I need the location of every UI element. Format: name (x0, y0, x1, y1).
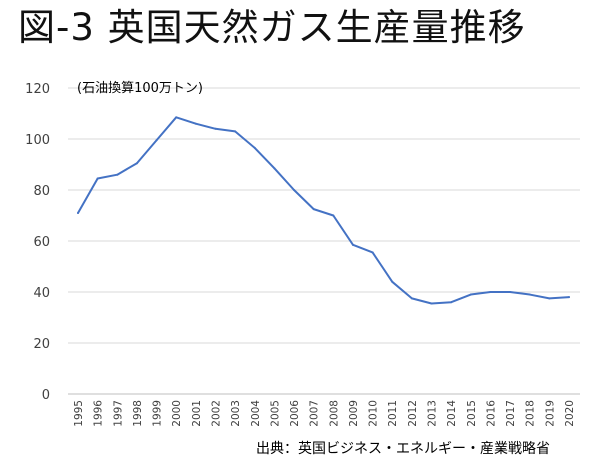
y-tick-label: 60 (33, 235, 50, 250)
data-point (430, 302, 433, 305)
data-point (96, 177, 99, 180)
x-tick-label: 1995 (73, 400, 85, 427)
x-tick-label: 2011 (387, 400, 399, 427)
source-label: 出典：英国ビジネス・エネルギー・産業戦略省 (256, 441, 550, 457)
data-point (509, 291, 512, 293)
data-point (135, 162, 138, 165)
data-point (293, 189, 296, 191)
data-point (175, 116, 178, 119)
x-tick-label: 2012 (407, 400, 419, 427)
y-tick-label: 0 (42, 388, 50, 403)
x-tick-label: 1996 (93, 400, 105, 427)
data-point (391, 280, 394, 283)
series-line (77, 116, 570, 305)
data-point (548, 297, 551, 300)
x-tick-label: 2018 (525, 400, 537, 427)
x-tick-label: 1999 (152, 400, 164, 427)
data-point (351, 243, 354, 246)
x-tick-label: 2019 (544, 400, 556, 427)
data-point (489, 291, 492, 293)
data-point (450, 301, 453, 304)
x-tick-label: 1998 (132, 400, 144, 427)
data-point (332, 214, 335, 217)
x-tick-label: 2005 (269, 400, 281, 427)
x-tick-label: 2004 (250, 400, 262, 427)
data-point (568, 296, 570, 299)
data-point (77, 211, 79, 214)
data-point (234, 130, 237, 133)
y-tick-label: 80 (33, 184, 50, 199)
data-point (371, 251, 374, 254)
unit-label: (石油換算100万トン) (77, 81, 203, 96)
y-tick-label: 20 (33, 337, 50, 352)
x-tick-label: 2013 (427, 400, 439, 427)
y-tick-label: 120 (25, 82, 50, 97)
x-tick-label: 2015 (466, 400, 478, 427)
x-tick-label: 2002 (210, 400, 222, 427)
x-tick-label: 2010 (368, 400, 380, 427)
x-tick-label: 2008 (328, 400, 340, 427)
x-axis-ticks: 1995 1996 1997 1998 1999 2000 2001 2002 2003 2004… (73, 400, 576, 427)
data-point (155, 139, 158, 142)
chart-title: 図-3 英国天然ガス生産量推移 (18, 6, 526, 49)
data-point (214, 127, 217, 130)
data-point (194, 122, 197, 125)
x-tick-label: 2000 (171, 400, 183, 427)
x-tick-label: 2017 (505, 400, 517, 427)
x-tick-label: 2006 (289, 400, 301, 427)
data-point (469, 293, 472, 296)
data-point (273, 167, 276, 170)
data-point (253, 146, 256, 149)
x-tick-label: 2003 (230, 400, 242, 427)
x-tick-label: 2001 (191, 400, 203, 427)
x-tick-label: 2020 (564, 400, 576, 427)
x-tick-label: 2016 (485, 400, 497, 427)
x-tick-label: 2007 (309, 400, 321, 427)
data-point (116, 173, 119, 176)
x-tick-label: 2014 (446, 400, 458, 427)
x-tick-label: 2009 (348, 400, 360, 427)
data-point (528, 293, 531, 296)
y-axis-ticks: 0 20 40 60 80 100 120 (25, 82, 50, 403)
data-point (410, 297, 413, 300)
y-tick-label: 100 (25, 133, 50, 148)
gridlines (68, 87, 580, 395)
y-tick-label: 40 (33, 286, 50, 301)
data-point (312, 208, 315, 211)
series-layer (77, 116, 570, 305)
x-tick-label: 1997 (112, 400, 124, 427)
